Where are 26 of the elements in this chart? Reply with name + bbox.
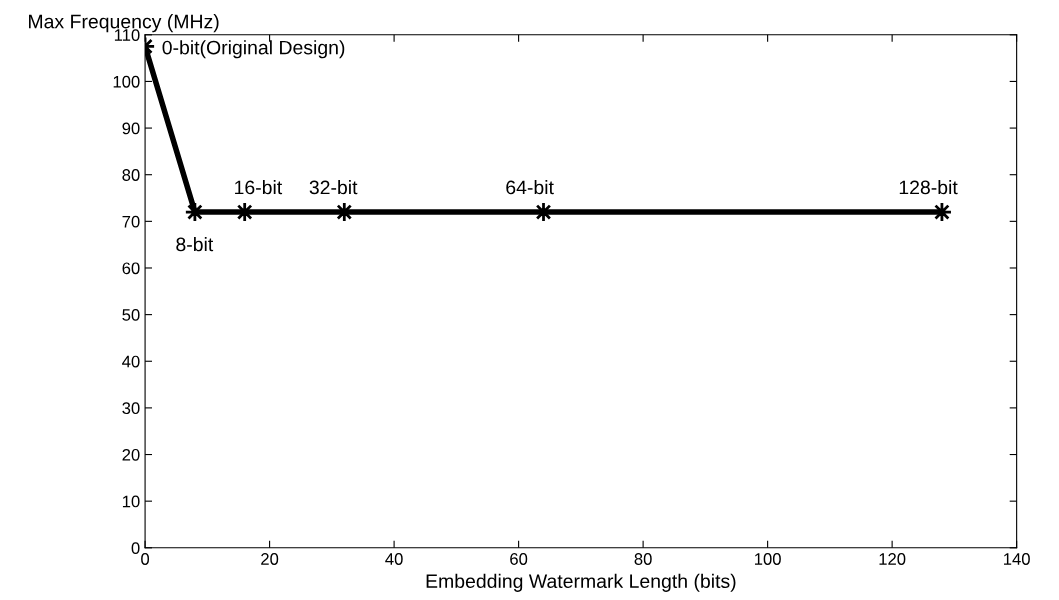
y-tick-label: 60 [122,262,140,275]
y-tick-label: 20 [122,448,140,461]
x-tick-label: 100 [754,553,781,565]
x-tick-label: 20 [261,553,279,565]
y-tick-label: 0 [131,542,140,554]
x-tick-label: 60 [510,553,528,565]
annotation: 32-bit [309,180,358,195]
y-tick-label: 90 [122,122,140,135]
annotation: 8-bit [176,237,214,252]
x-tick-label: 140 [1004,553,1030,565]
y-tick-label: 50 [122,309,140,321]
annotation: 16-bit [235,180,283,195]
y-tick-label: 40 [122,355,140,368]
y-tick-label: 70 [122,215,140,228]
y-tick-label: 80 [122,169,140,181]
x-tick-label: 40 [385,553,403,565]
x-tick-label: 80 [634,553,652,565]
annotation: 64-bit [506,180,554,195]
y-tick-label: 10 [122,495,140,508]
annotation: 0-bit(Original Design) [162,40,345,59]
annotation: 128-bit [899,180,958,195]
y-tick-label: 100 [113,75,140,88]
x-tick-label: 0 [141,553,150,565]
y-tick-label: 30 [122,402,140,415]
x-tick-label: 120 [879,553,906,565]
x-axis-title: Embedding Watermark Length (bits) [426,573,736,592]
